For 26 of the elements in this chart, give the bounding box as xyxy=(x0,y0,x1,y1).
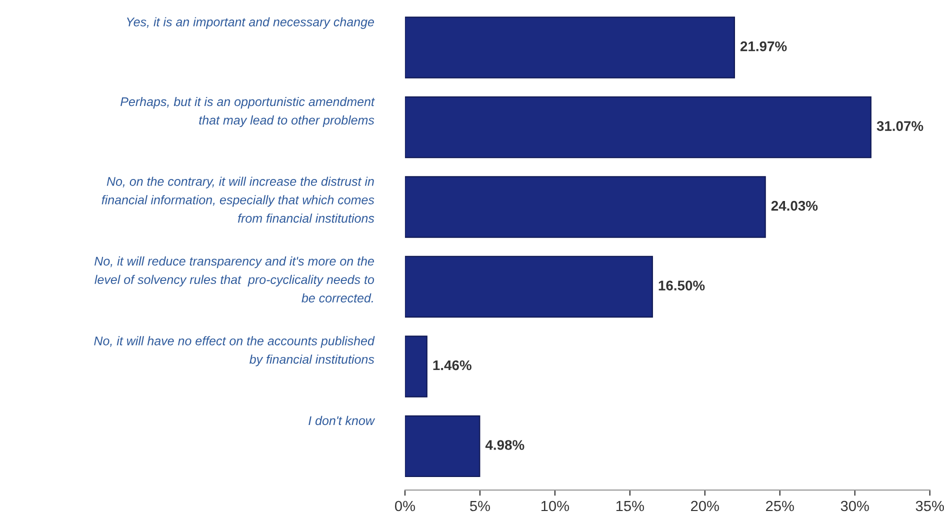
x-tick-label: 30% xyxy=(840,500,869,512)
bar xyxy=(404,415,480,478)
bar xyxy=(404,256,653,318)
y-tick-label: Perhaps, but it is an opportunistic amendment that may lead to other problems xyxy=(120,96,375,128)
x-tick-label: 20% xyxy=(691,500,719,512)
x-tick-label: 15% xyxy=(616,500,644,512)
bar xyxy=(404,336,428,398)
bar xyxy=(404,176,766,238)
data-label: 4.98% xyxy=(485,440,524,450)
y-tick-label: I don't know xyxy=(308,416,376,426)
data-label: 31.07% xyxy=(876,121,924,131)
data-label: 1.46% xyxy=(433,360,472,370)
data-label: 16.50% xyxy=(658,280,705,290)
x-tick-label: 25% xyxy=(766,500,794,512)
x-tick-label: 0% xyxy=(395,500,415,512)
y-tick-label: No, on the contrary, it will increase the distrust in financial information, especially that which comes from financial institutions xyxy=(102,176,374,223)
data-label: 24.03% xyxy=(771,200,818,211)
x-tick-label: 35% xyxy=(916,500,944,512)
x-tick-label: 5% xyxy=(470,500,490,512)
x-tick-label: 10% xyxy=(541,500,570,512)
y-tick-label: Yes, it is an important and necessary change xyxy=(126,17,374,29)
bar xyxy=(404,96,872,158)
y-tick-label: No, it will have no effect on the accounts published by financial institutions xyxy=(94,336,375,366)
data-label: 21.97% xyxy=(740,41,787,52)
bar xyxy=(404,16,735,78)
y-tick-label: No, it will reduce transparency and it's more on the level of solvency rules that pro-cyclicality needs to be corrected. xyxy=(94,256,374,303)
